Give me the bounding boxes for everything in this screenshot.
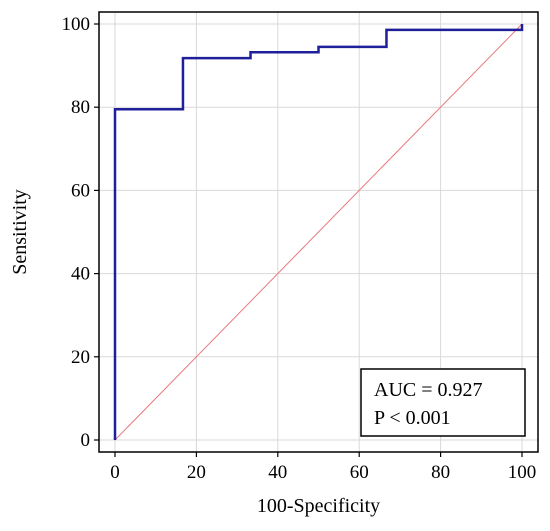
y-axis: 0 20 40 60 80 100 [62, 14, 99, 451]
series-group [113, 24, 524, 440]
x-axis: 0 20 40 60 80 100 [110, 452, 536, 483]
x-tick-label: 0 [110, 462, 120, 483]
y-tick-label: 40 [71, 264, 90, 285]
x-tick-label: 80 [431, 462, 450, 483]
y-tick-label: 0 [81, 430, 91, 451]
y-tick-label: 60 [71, 180, 90, 201]
y-tick-label: 100 [62, 14, 91, 35]
y-tick-label: 80 [71, 97, 90, 118]
x-tick-label: 20 [187, 462, 206, 483]
roc-curve-line [113, 24, 524, 440]
x-tick-label: 100 [508, 462, 537, 483]
plot-frame [98, 11, 539, 453]
grid [99, 12, 538, 452]
y-axis-title: Sensitivity [9, 189, 31, 275]
reference-diagonal-line [114, 23, 523, 441]
x-tick-label: 40 [268, 462, 287, 483]
annotation-frame [360, 368, 526, 437]
auc-label: AUC = 0.927 [374, 379, 483, 401]
stats-annotation-box: AUC = 0.927 P < 0.001 [360, 368, 526, 437]
y-tick-label: 20 [71, 347, 90, 368]
x-tick-label: 60 [350, 462, 369, 483]
p-value-label: P < 0.001 [374, 407, 451, 429]
reference-line-group [114, 23, 523, 441]
x-axis-title: 100-Specificity [257, 495, 380, 517]
